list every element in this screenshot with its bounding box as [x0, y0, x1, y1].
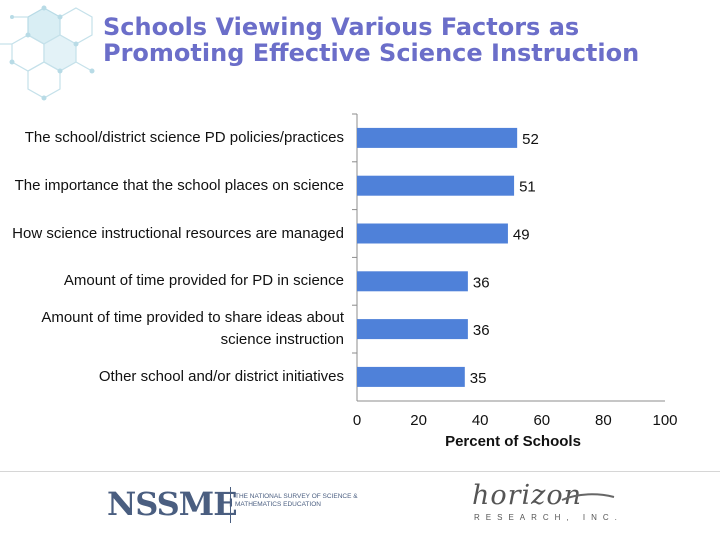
bar-1 — [357, 175, 515, 196]
slide-title: Schools Viewing Various Factors as Promo… — [103, 13, 640, 67]
x-tick-label-20: 20 — [410, 412, 427, 429]
x-axis-title: Percent of Schools — [445, 433, 581, 450]
x-tick-label-0: 0 — [352, 412, 362, 429]
footer-divider — [0, 471, 720, 472]
data-label-3: 36 — [473, 274, 490, 291]
x-tick-label-60: 60 — [533, 412, 551, 429]
category-label-5: Other school and/or district initiatives — [98, 367, 344, 385]
data-label-4: 36 — [473, 322, 490, 339]
bar-3 — [357, 271, 468, 292]
nssme-logo-separator — [230, 487, 231, 523]
bar-4 — [357, 319, 468, 340]
hexagon-pattern-decoration — [0, 5, 95, 101]
horizon-swoosh-icon — [561, 493, 615, 501]
bar-5 — [357, 366, 465, 387]
x-tick-label-40: 40 — [471, 412, 489, 429]
data-label-5: 35 — [470, 370, 487, 387]
bar-2 — [357, 223, 508, 244]
x-tick-label-100: 100 — [652, 412, 678, 429]
bar-0 — [357, 127, 518, 148]
category-label-0: The school/district science PD policies/… — [24, 128, 344, 146]
x-tick-label-80: 80 — [595, 412, 612, 429]
nssme-logo: NSSME — [107, 485, 238, 523]
category-label-4: Amount of time provided to share ideas a… — [41, 309, 344, 349]
category-label-3: Amount of time provided for PD in scienc… — [63, 272, 344, 290]
horizon-logo: horizon — [472, 480, 583, 511]
horizon-logo-subtitle: RESEARCH, INC. — [474, 513, 623, 522]
category-label-2: How science instructional resources are … — [12, 224, 344, 242]
data-label-0: 52 — [522, 131, 539, 148]
category-label-1: The importance that the school places on… — [14, 176, 344, 194]
data-label-1: 51 — [519, 179, 536, 196]
data-label-2: 49 — [513, 227, 530, 244]
nssme-logo-subtitle: THE NATIONAL SURVEY OF SCIENCE & MATHEMA… — [235, 493, 358, 508]
